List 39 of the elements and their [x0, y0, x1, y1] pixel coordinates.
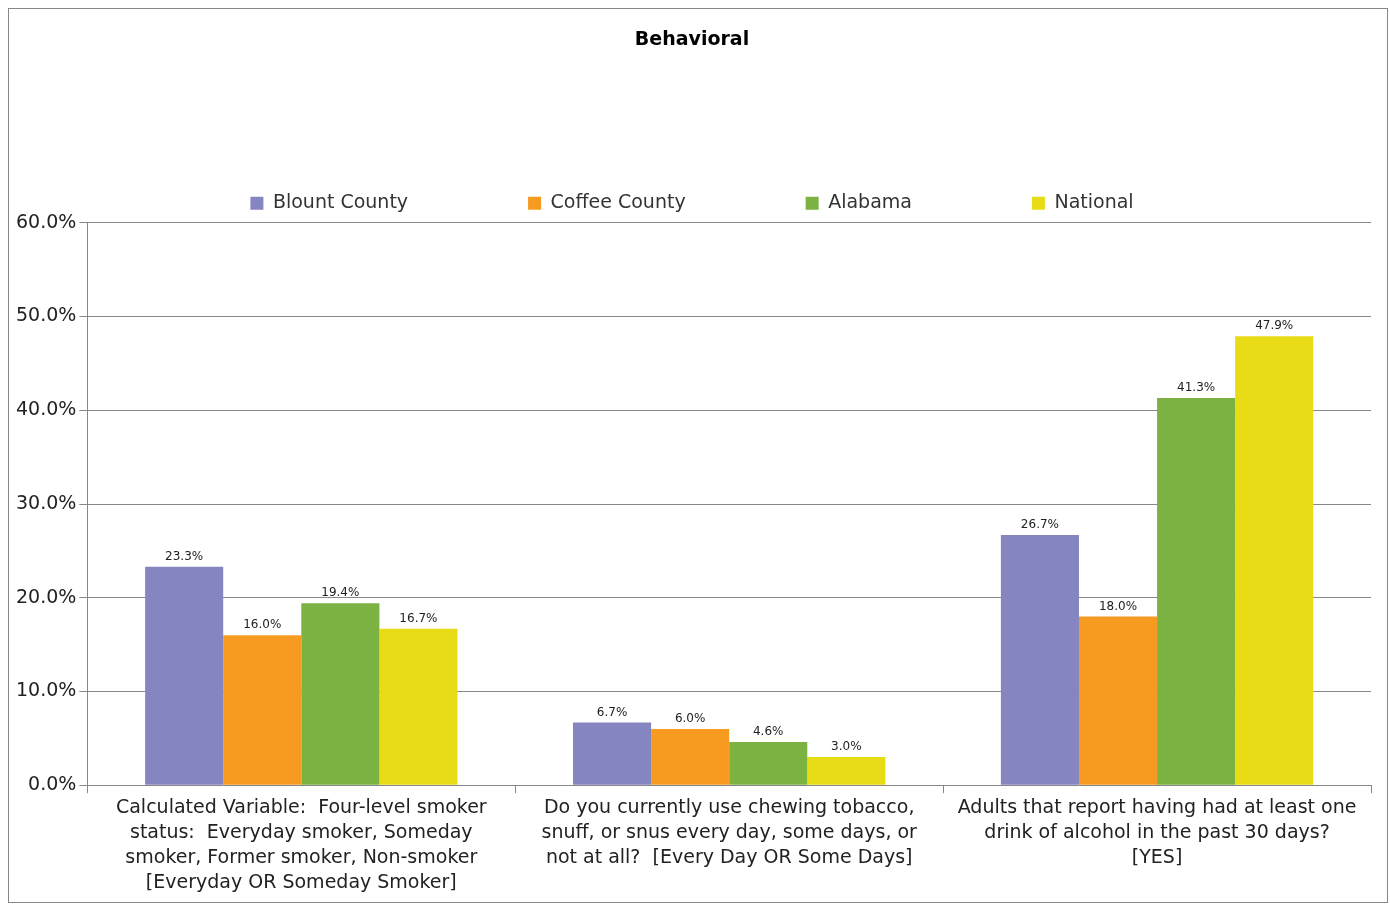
bar [1157, 398, 1236, 785]
bar [379, 628, 458, 785]
legend-label: Coffee County [550, 190, 686, 213]
x-tick-label: Calculated Variable: Four-level smoker status: Everyday smoker, Someday smoker, Former smoker, Non-smoker [Everyday OR Someday Smoker] [115, 795, 487, 892]
data-label: 3.0% [831, 739, 862, 754]
bar [1078, 616, 1158, 785]
x-tick-label: Adults that report having had at least one drink of alcohol in the past 30 days? [YES] [957, 795, 1357, 867]
data-label: 16.7% [399, 610, 438, 625]
y-tick-label: 20.0% [16, 584, 77, 607]
legend-label: Alabama [828, 190, 912, 213]
bar [1235, 336, 1314, 785]
data-label: 4.6% [752, 724, 784, 739]
legend-label: National [1054, 190, 1134, 213]
bar [1000, 534, 1079, 785]
y-tick-label: 60.0% [16, 209, 77, 232]
data-label: 18.0% [1098, 598, 1138, 613]
chart-title: Behavioral [634, 27, 750, 50]
y-tick-label: 50.0% [16, 303, 77, 326]
data-label: 6.0% [674, 711, 706, 726]
bar [145, 566, 224, 785]
legend-label: Blount County [272, 190, 409, 213]
bar [729, 742, 808, 785]
data-label: 41.3% [1177, 380, 1216, 395]
y-tick-label: 0.0% [28, 772, 77, 795]
y-tick-label: 40.0% [16, 397, 77, 420]
x-tick-label: Do you currently use chewing tobacco, snuff, or snus every day, some days, or not at all? [Every Day OR Some Days] [541, 795, 918, 867]
data-label: 6.7% [596, 704, 628, 719]
bar [651, 728, 730, 785]
data-label: 19.4% [321, 585, 360, 600]
data-label: 23.3% [165, 548, 204, 563]
data-label: 47.9% [1255, 318, 1294, 333]
data-label: 16.0% [243, 617, 282, 632]
y-tick-label: 30.0% [16, 490, 77, 513]
data-label: 26.7% [1020, 517, 1059, 532]
bar [223, 635, 302, 785]
bar [807, 757, 886, 785]
bar [301, 603, 380, 785]
y-tick-label: 10.0% [16, 678, 77, 701]
bar [573, 722, 652, 785]
